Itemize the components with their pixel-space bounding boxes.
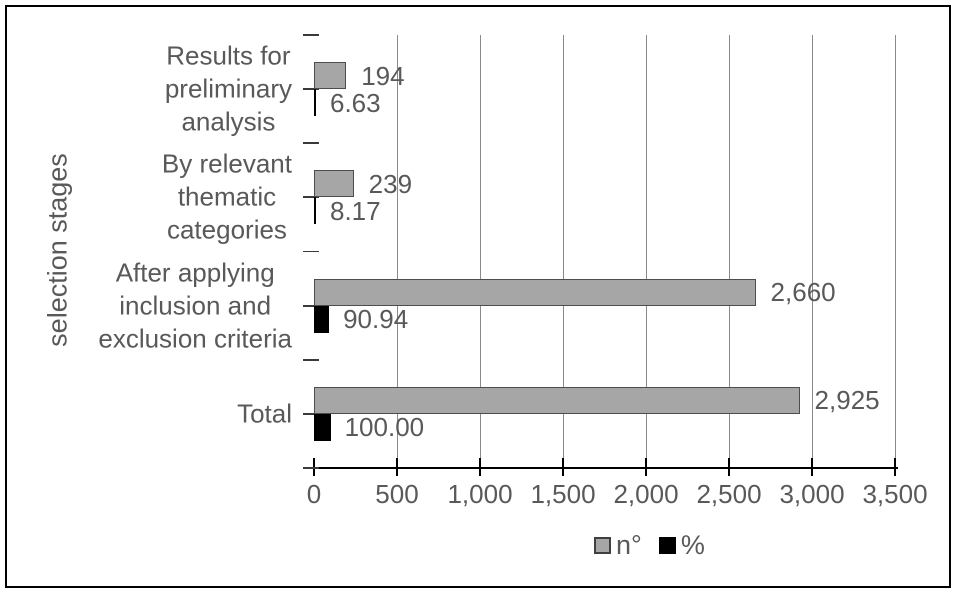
gridline [396, 35, 398, 468]
x-axis-tick [894, 458, 896, 476]
y-axis-tick [303, 142, 319, 145]
bar-n-3 [314, 386, 800, 414]
category-label-2: After applying inclusion and exclusion c… [98, 257, 292, 354]
x-axis-tick [811, 458, 813, 476]
x-tick-label: 1,000 [447, 479, 513, 509]
category-label-1: By relevant thematic categories [161, 148, 292, 245]
gridline [479, 35, 481, 468]
x-tick-label: 3,500 [862, 479, 928, 509]
data-label-n-2: 2,660 [770, 277, 836, 308]
plot-area: 0 500 1,000 1,500 2,000 2,500 3,000 3,500 [303, 34, 928, 507]
data-label-pct-1: 8.17 [330, 195, 381, 226]
y-axis-tick [303, 88, 319, 91]
y-axis-tick [303, 358, 319, 361]
legend-swatch-pct-icon [658, 537, 676, 554]
x-tick-label: 3,000 [779, 479, 845, 509]
legend-label-n: n° [616, 530, 642, 560]
x-tick-label: 500 [375, 479, 419, 509]
y-axis-tick [303, 412, 319, 415]
x-axis-tick [479, 458, 481, 476]
legend: n° % [594, 532, 705, 559]
data-label-pct-3: 100.00 [344, 412, 425, 443]
x-axis-line [312, 466, 898, 469]
bar-n-1 [314, 170, 354, 198]
bar-pct-1 [314, 197, 316, 225]
y-axis-tick [303, 34, 319, 36]
gridline [562, 35, 564, 468]
legend-item-pct: % [658, 530, 705, 560]
x-axis-tick [562, 458, 564, 476]
x-axis-tick [645, 458, 647, 476]
gridline [894, 35, 896, 468]
bar-pct-0 [314, 89, 316, 117]
legend-item-n: n° [594, 532, 642, 559]
bar-n-2 [314, 278, 756, 306]
y-axis-tick [303, 196, 319, 199]
x-tick-label: 2,500 [696, 479, 762, 509]
x-tick-label: 2,000 [613, 479, 679, 509]
y-axis-tick [303, 304, 319, 307]
y-axis-tick [303, 250, 319, 253]
y-axis-tick [303, 467, 319, 469]
gridline [728, 35, 730, 468]
x-tick-label: 1,500 [530, 479, 596, 509]
x-axis-tick [313, 458, 315, 476]
bar-pct-3 [314, 413, 331, 441]
x-axis-tick [728, 458, 730, 476]
bar-n-0 [314, 62, 347, 90]
data-label-n-3: 2,925 [814, 385, 880, 416]
data-label-n-1: 239 [368, 168, 413, 199]
x-tick-label: 0 [306, 479, 322, 509]
x-axis-tick [396, 458, 398, 476]
bar-pct-2 [314, 305, 330, 333]
data-label-n-0: 194 [361, 60, 405, 91]
category-label-0: Results for preliminary analysis [164, 40, 292, 137]
data-label-pct-0: 6.63 [330, 87, 381, 118]
category-label-3: Total [237, 398, 292, 429]
data-label-pct-2: 90.94 [343, 304, 409, 335]
gridline [811, 35, 813, 468]
legend-label-pct: % [680, 530, 705, 560]
gridline [645, 35, 647, 468]
y-axis-title: selection stages [42, 153, 73, 347]
chart-frame [5, 5, 951, 588]
legend-swatch-n-icon [594, 537, 611, 554]
